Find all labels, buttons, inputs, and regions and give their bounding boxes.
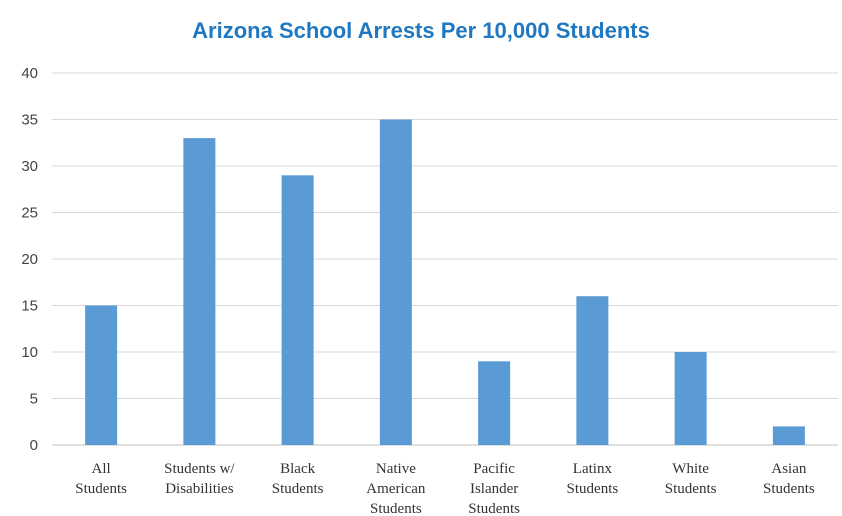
x-tick-label: Black (280, 461, 315, 477)
x-tick-label: Students (665, 481, 717, 497)
y-tick-label: 0 (30, 437, 38, 454)
x-tick-label: Disabilities (165, 481, 233, 497)
bar (183, 138, 216, 445)
x-tick-label: Students (75, 481, 127, 497)
y-tick-label: 20 (21, 251, 38, 268)
x-tick-label: American (366, 481, 426, 497)
x-tick-label: Students (468, 501, 520, 516)
x-tick-label: Pacific (473, 461, 515, 477)
y-tick-label: 15 (21, 298, 38, 315)
x-tick-label: Students (272, 481, 324, 497)
x-tick-label: Latinx (573, 461, 613, 477)
bar (674, 352, 707, 445)
x-tick-label: Asian (771, 461, 806, 477)
chart-title: Arizona School Arrests Per 10,000 Studen… (192, 18, 650, 43)
x-tick-label: Students (567, 481, 619, 497)
y-tick-label: 10 (21, 344, 38, 361)
x-tick-label: Students w/ (164, 461, 235, 477)
y-tick-label: 25 (21, 205, 38, 222)
x-tick-label: Islander (470, 481, 518, 497)
y-tick-label: 35 (21, 112, 38, 129)
x-tick-label: Students (763, 481, 815, 497)
bar (576, 296, 609, 445)
x-tick-label: White (672, 461, 709, 477)
bar (379, 119, 412, 445)
x-tick-label: Students (370, 501, 422, 516)
x-tick-label: Native (376, 461, 416, 477)
bar (772, 426, 805, 445)
bar (478, 361, 511, 445)
y-tick-label: 40 (21, 65, 38, 82)
bar (85, 305, 118, 445)
y-tick-label: 5 (30, 391, 38, 408)
y-tick-label: 30 (21, 158, 38, 175)
bar (281, 175, 314, 446)
x-tick-label: All (92, 461, 111, 477)
